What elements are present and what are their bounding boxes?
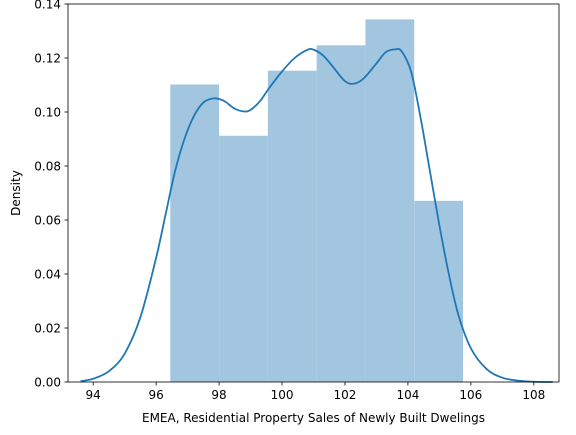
x-tick-label: 108	[522, 388, 545, 402]
y-axis-title: Density	[9, 170, 23, 216]
x-tick-label: 96	[148, 388, 163, 402]
x-tick-label: 104	[396, 388, 419, 402]
axes-frame	[67, 3, 560, 383]
x-tick-label: 102	[334, 388, 357, 402]
y-tick-label: 0.00	[34, 375, 61, 389]
y-tick-label: 0.06	[34, 213, 61, 227]
y-tick-label: 0.14	[34, 0, 61, 11]
histogram-bar-1	[170, 84, 220, 383]
y-tick-label: 0.12	[34, 51, 61, 65]
kde-curve	[80, 47, 553, 383]
x-axis-ticks: 94 96 98 100 102 104 106 108	[86, 382, 545, 402]
histogram-bars	[170, 19, 464, 383]
x-axis-title: EMEA, Residential Property Sales of Newl…	[142, 411, 485, 425]
histogram-bar-3	[267, 70, 317, 382]
y-tick-label: 0.08	[34, 159, 61, 173]
histogram-bar-6	[414, 200, 464, 382]
y-tick-label: 0.10	[34, 105, 61, 119]
histogram-bar-2	[219, 135, 268, 382]
y-tick-label: 0.02	[34, 321, 61, 335]
x-tick-label: 98	[211, 388, 226, 402]
x-tick-label: 106	[459, 388, 482, 402]
x-tick-label: 100	[271, 388, 294, 402]
x-tick-label: 94	[86, 388, 101, 402]
y-tick-label: 0.04	[34, 267, 61, 281]
histogram-bar-5	[365, 19, 415, 382]
y-axis-ticks: 0.00 0.02 0.04 0.06 0.08 0.10 0.12 0.14	[34, 0, 68, 389]
histogram-bar-4	[316, 45, 366, 383]
